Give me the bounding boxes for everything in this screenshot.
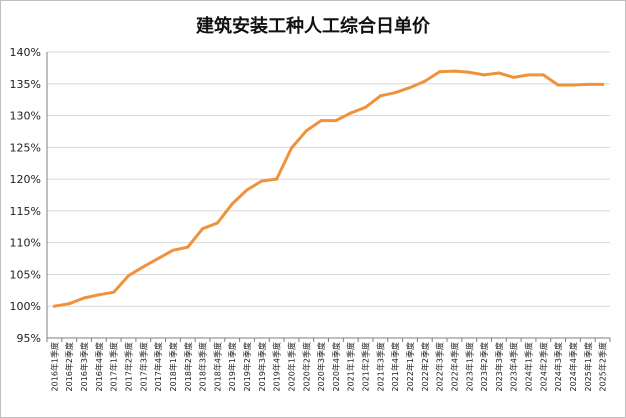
data-point xyxy=(289,146,293,150)
data-point xyxy=(230,202,234,206)
x-tick-label: 2019年4季度 xyxy=(272,342,282,391)
data-point xyxy=(141,265,145,269)
y-tick-label: 110% xyxy=(10,237,41,250)
data-point xyxy=(67,302,71,306)
data-point xyxy=(512,75,516,79)
y-tick-label: 115% xyxy=(10,205,41,218)
x-tick-label: 2018年1季度 xyxy=(168,342,178,391)
x-tick-label: 2023年1季度 xyxy=(464,342,474,391)
x-tick-label: 2019年3季度 xyxy=(257,342,267,391)
series-line xyxy=(52,69,605,308)
data-point xyxy=(186,245,190,249)
data-point xyxy=(423,79,427,83)
data-point xyxy=(156,257,160,261)
x-tick-label: 2024年3季度 xyxy=(553,342,563,391)
x-tick-label: 2019年2季度 xyxy=(242,342,252,391)
data-point xyxy=(467,70,471,74)
x-tick-label: 2023年3季度 xyxy=(494,342,504,391)
data-point xyxy=(201,227,205,231)
data-point xyxy=(393,91,397,95)
x-tick-label: 2021年1季度 xyxy=(346,342,356,391)
data-point xyxy=(171,248,175,252)
data-point xyxy=(126,274,130,278)
data-point xyxy=(601,82,605,86)
data-point xyxy=(482,73,486,77)
x-tick-label: 2020年4季度 xyxy=(331,342,341,391)
data-point xyxy=(497,71,501,75)
data-point xyxy=(408,86,412,90)
data-point xyxy=(319,119,323,123)
x-tick-label: 2016年2季度 xyxy=(64,342,74,391)
x-tick-label: 2024年4季度 xyxy=(568,342,578,391)
y-tick-label: 95% xyxy=(17,332,41,345)
y-tick-label: 105% xyxy=(10,268,41,281)
x-tick-label: 2022年4季度 xyxy=(449,342,459,391)
y-tick-label: 100% xyxy=(10,300,41,313)
y-tick-label: 120% xyxy=(10,173,41,186)
data-point xyxy=(586,82,590,86)
data-point xyxy=(541,73,545,77)
x-tick-label: 2021年2季度 xyxy=(361,342,371,391)
x-tick-label: 2018年3季度 xyxy=(198,342,208,391)
data-point xyxy=(52,304,56,308)
x-tick-label: 2025年2季度 xyxy=(598,342,608,391)
x-tick-label: 2024年1季度 xyxy=(524,342,534,391)
x-tick-label: 2017年2季度 xyxy=(123,342,133,391)
data-point xyxy=(438,70,442,74)
data-point xyxy=(245,188,249,192)
x-tick-label: 2019年1季度 xyxy=(227,342,237,391)
data-point xyxy=(378,94,382,98)
x-tick-label: 2023年2季度 xyxy=(479,342,489,391)
y-tick-label: 125% xyxy=(10,141,41,154)
x-tick-label: 2020年2季度 xyxy=(301,342,311,391)
data-point xyxy=(215,221,219,225)
x-tick-label: 2020年1季度 xyxy=(286,342,296,391)
data-point xyxy=(556,83,560,87)
data-point xyxy=(364,105,368,109)
x-tick-label: 2021年3季度 xyxy=(375,342,385,391)
y-tick-label: 140% xyxy=(10,46,41,59)
data-point xyxy=(452,69,456,73)
x-tick-label: 2025年1季度 xyxy=(583,342,593,391)
x-tick-label: 2017年1季度 xyxy=(109,342,119,391)
data-point xyxy=(275,177,279,181)
x-tick-label: 2016年4季度 xyxy=(94,342,104,391)
x-tick-label: 2022年2季度 xyxy=(420,342,430,391)
x-tick-label: 2016年3季度 xyxy=(79,342,89,391)
data-point xyxy=(112,290,116,294)
data-point xyxy=(571,83,575,87)
x-tick-label: 2020年3季度 xyxy=(316,342,326,391)
data-point xyxy=(527,73,531,77)
x-tick-label: 2022年1季度 xyxy=(405,342,415,391)
x-tick-label: 2024年2季度 xyxy=(538,342,548,391)
data-point xyxy=(97,293,101,297)
data-point xyxy=(260,179,264,183)
data-point xyxy=(334,119,338,123)
y-tick-label: 135% xyxy=(10,78,41,91)
x-tick-label: 2023年4季度 xyxy=(509,342,519,391)
x-tick-label: 2016年1季度 xyxy=(49,342,59,391)
y-tick-label: 130% xyxy=(10,110,41,123)
x-tick-label: 2017年4季度 xyxy=(153,342,163,391)
chart-title: 建筑安装工种人工综合日单价 xyxy=(196,16,430,37)
x-tick-label: 2018年2季度 xyxy=(183,342,193,391)
x-tick-label: 2017年3季度 xyxy=(138,342,148,391)
x-tick-label: 2021年4季度 xyxy=(390,342,400,391)
data-point xyxy=(349,111,353,115)
data-point xyxy=(304,129,308,133)
x-tick-label: 2022年3季度 xyxy=(435,342,445,391)
data-point xyxy=(82,296,86,300)
x-tick-label: 2018年4季度 xyxy=(212,342,222,391)
